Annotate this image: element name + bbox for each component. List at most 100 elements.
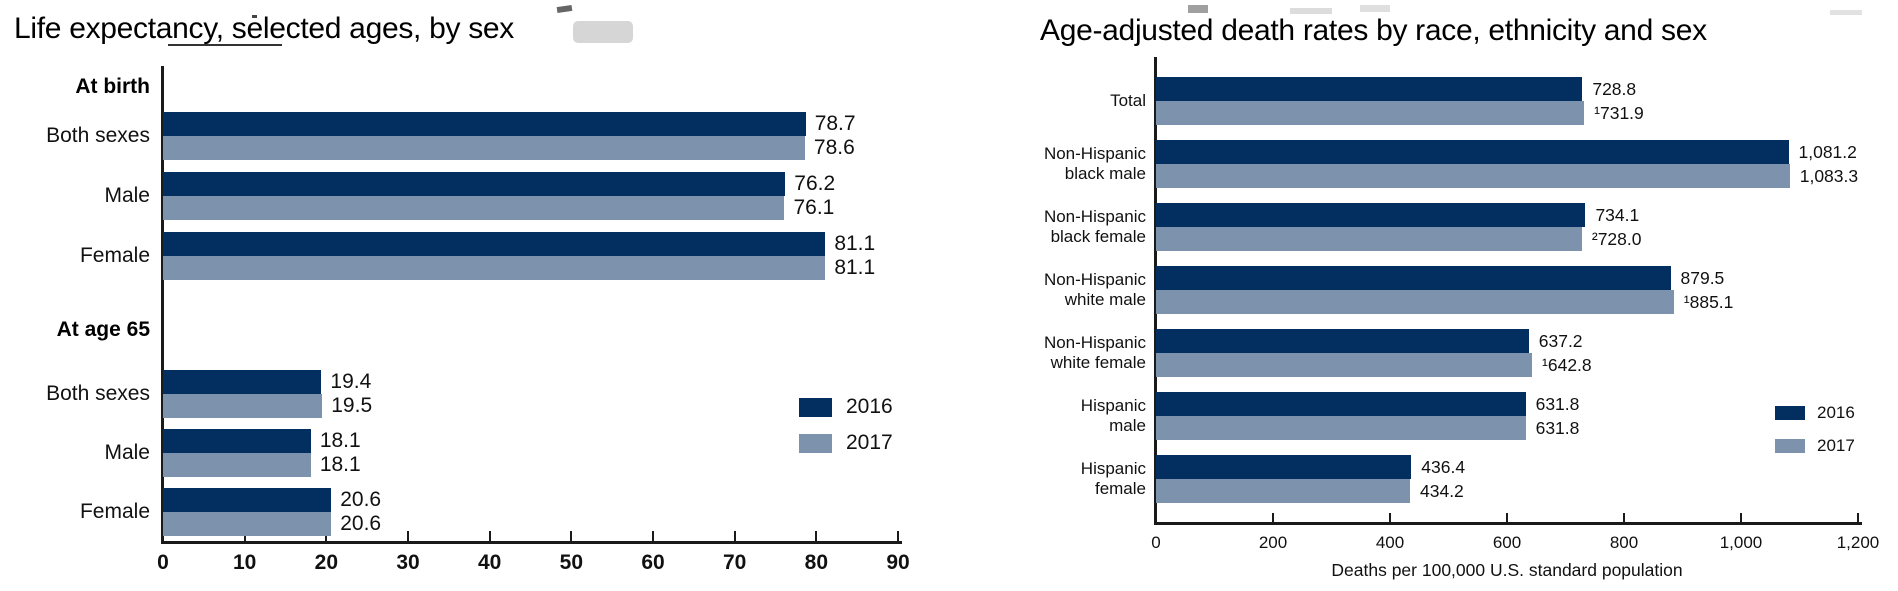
bar-2016 [1156, 266, 1671, 290]
x-tick [407, 531, 409, 541]
life-expectancy-chart: Life expectancy, selected ages, by sex 0… [0, 0, 945, 591]
x-tick-label: 10 [232, 551, 257, 574]
value-label-2016: 1,081.2 [1798, 142, 1857, 162]
x-tick [1155, 513, 1157, 522]
value-label-2017: ¹642.8 [1542, 355, 1592, 375]
x-tick [1857, 513, 1859, 522]
x-tick [815, 531, 818, 541]
value-label-2016: 728.8 [1592, 79, 1637, 99]
x-tick-label: 0 [1151, 533, 1161, 552]
x-tick [897, 531, 899, 541]
x-tick-label: 40 [477, 551, 502, 574]
category-label: Hispanic male [940, 392, 1146, 440]
bar-2017 [163, 512, 332, 536]
bar-2016 [163, 232, 826, 256]
value-label-2016: 18.1 [319, 429, 361, 452]
x-axis-line [1154, 522, 1862, 525]
x-tick-label: 1,000 [1719, 533, 1763, 552]
value-label-2016: 879.5 [1680, 268, 1725, 288]
chart2-x-axis-label: Deaths per 100,000 U.S. standard populat… [1331, 560, 1683, 580]
value-label-2016: 78.7 [814, 112, 856, 135]
value-label-2016: 81.1 [834, 232, 876, 255]
x-tick [1740, 513, 1742, 522]
x-tick-label: 0 [157, 551, 169, 574]
legend-swatch-2017-icon [1775, 439, 1805, 453]
x-tick [488, 531, 491, 541]
value-label-2016: 734.1 [1595, 205, 1640, 225]
legend-label-2017: 2017 [846, 431, 893, 454]
bar-2017 [163, 256, 826, 280]
bar-2016 [1156, 77, 1583, 101]
bar-2016 [163, 429, 311, 453]
x-tick [1272, 513, 1274, 522]
value-label-2017: 1,083.3 [1799, 166, 1859, 186]
scan-artifact [1290, 8, 1332, 14]
bar-2017 [1156, 290, 1674, 314]
value-label-2016: 637.2 [1538, 331, 1583, 351]
category-label: Male [104, 184, 150, 207]
legend-entry-2017: 2017 [1775, 436, 1855, 456]
legend-entry-2017: 2017 [799, 431, 893, 455]
x-tick-label: 200 [1258, 533, 1288, 552]
category-label-line: male [1109, 416, 1146, 435]
category-label: Female [79, 500, 150, 523]
x-tick [733, 531, 736, 541]
bar-2016 [163, 370, 322, 394]
legend-swatch-2016-icon [799, 397, 832, 417]
x-tick [1389, 513, 1391, 522]
legend-entry-2016: 2016 [1775, 403, 1855, 423]
x-tick-label: 20 [314, 551, 338, 574]
bar-2016 [1156, 329, 1529, 353]
chart2-plot-area: 0 200 400 600 800 1,000 1,200 Total Non-Hispanic… [940, 0, 1898, 591]
x-tick-label: 400 [1375, 533, 1405, 552]
category-label-line: Non-Hispanic [1043, 333, 1146, 352]
chart2-title: Age-adjusted death rates by race, ethnic… [1040, 14, 1707, 47]
bar-2017 [1156, 164, 1790, 188]
value-label-2016: 19.4 [330, 370, 372, 393]
bar-2017 [163, 136, 805, 160]
legend-entry-2016: 2016 [799, 395, 893, 419]
x-tick [243, 531, 246, 541]
chart2-legend: 2016 2017 [1775, 403, 1855, 469]
category-label: Non-Hispanic black female [940, 203, 1146, 251]
category-label-line: white male [1064, 290, 1146, 309]
value-label-2017: 631.8 [1535, 418, 1580, 438]
bar-2016 [163, 112, 806, 136]
y-axis-line [161, 66, 164, 544]
category-label-line: white female [1050, 353, 1146, 372]
bar-2016 [163, 172, 786, 196]
bar-2017 [1156, 353, 1533, 377]
scan-artifact [1360, 5, 1390, 12]
value-label-2016: 76.2 [794, 172, 836, 195]
category-label: Non-Hispanic white male [940, 266, 1146, 314]
bar-2017 [163, 394, 323, 418]
x-tick-label: 600 [1492, 533, 1522, 552]
value-label-2016: 631.8 [1535, 394, 1580, 414]
value-label-2017: ¹885.1 [1683, 292, 1734, 312]
category-label-line: black female [1050, 227, 1146, 246]
value-label-2017: 20.6 [340, 512, 382, 535]
x-tick [570, 531, 573, 541]
chart1-legend: 2016 2017 [799, 395, 893, 467]
scan-artifact [168, 44, 282, 46]
bar-2017 [1156, 101, 1585, 125]
bar-2016 [1156, 392, 1526, 416]
category-label: Both sexes [46, 382, 150, 405]
value-label-2017: 18.1 [319, 453, 361, 476]
category-label-line: Non-Hispanic [1043, 207, 1146, 226]
value-label-2017: 78.6 [813, 136, 855, 159]
bar-2016 [1156, 140, 1789, 164]
legend-swatch-2016-icon [1775, 406, 1805, 420]
x-tick [652, 531, 654, 541]
legend-label-2016: 2016 [846, 395, 893, 418]
x-tick-label: 80 [804, 551, 828, 574]
chart1-plot-area: 0 10 20 30 40 50 60 70 80 90 At birth Both sexes 78.… [0, 0, 945, 591]
category-label: Both sexes [46, 124, 150, 147]
category-label-line: Hispanic [1080, 459, 1146, 478]
category-label: Male [104, 441, 150, 464]
x-tick [1623, 513, 1625, 522]
category-label-line: female [1094, 479, 1146, 498]
category-label-line: Non-Hispanic [1043, 270, 1146, 289]
category-label-line: Hispanic [1080, 396, 1146, 415]
